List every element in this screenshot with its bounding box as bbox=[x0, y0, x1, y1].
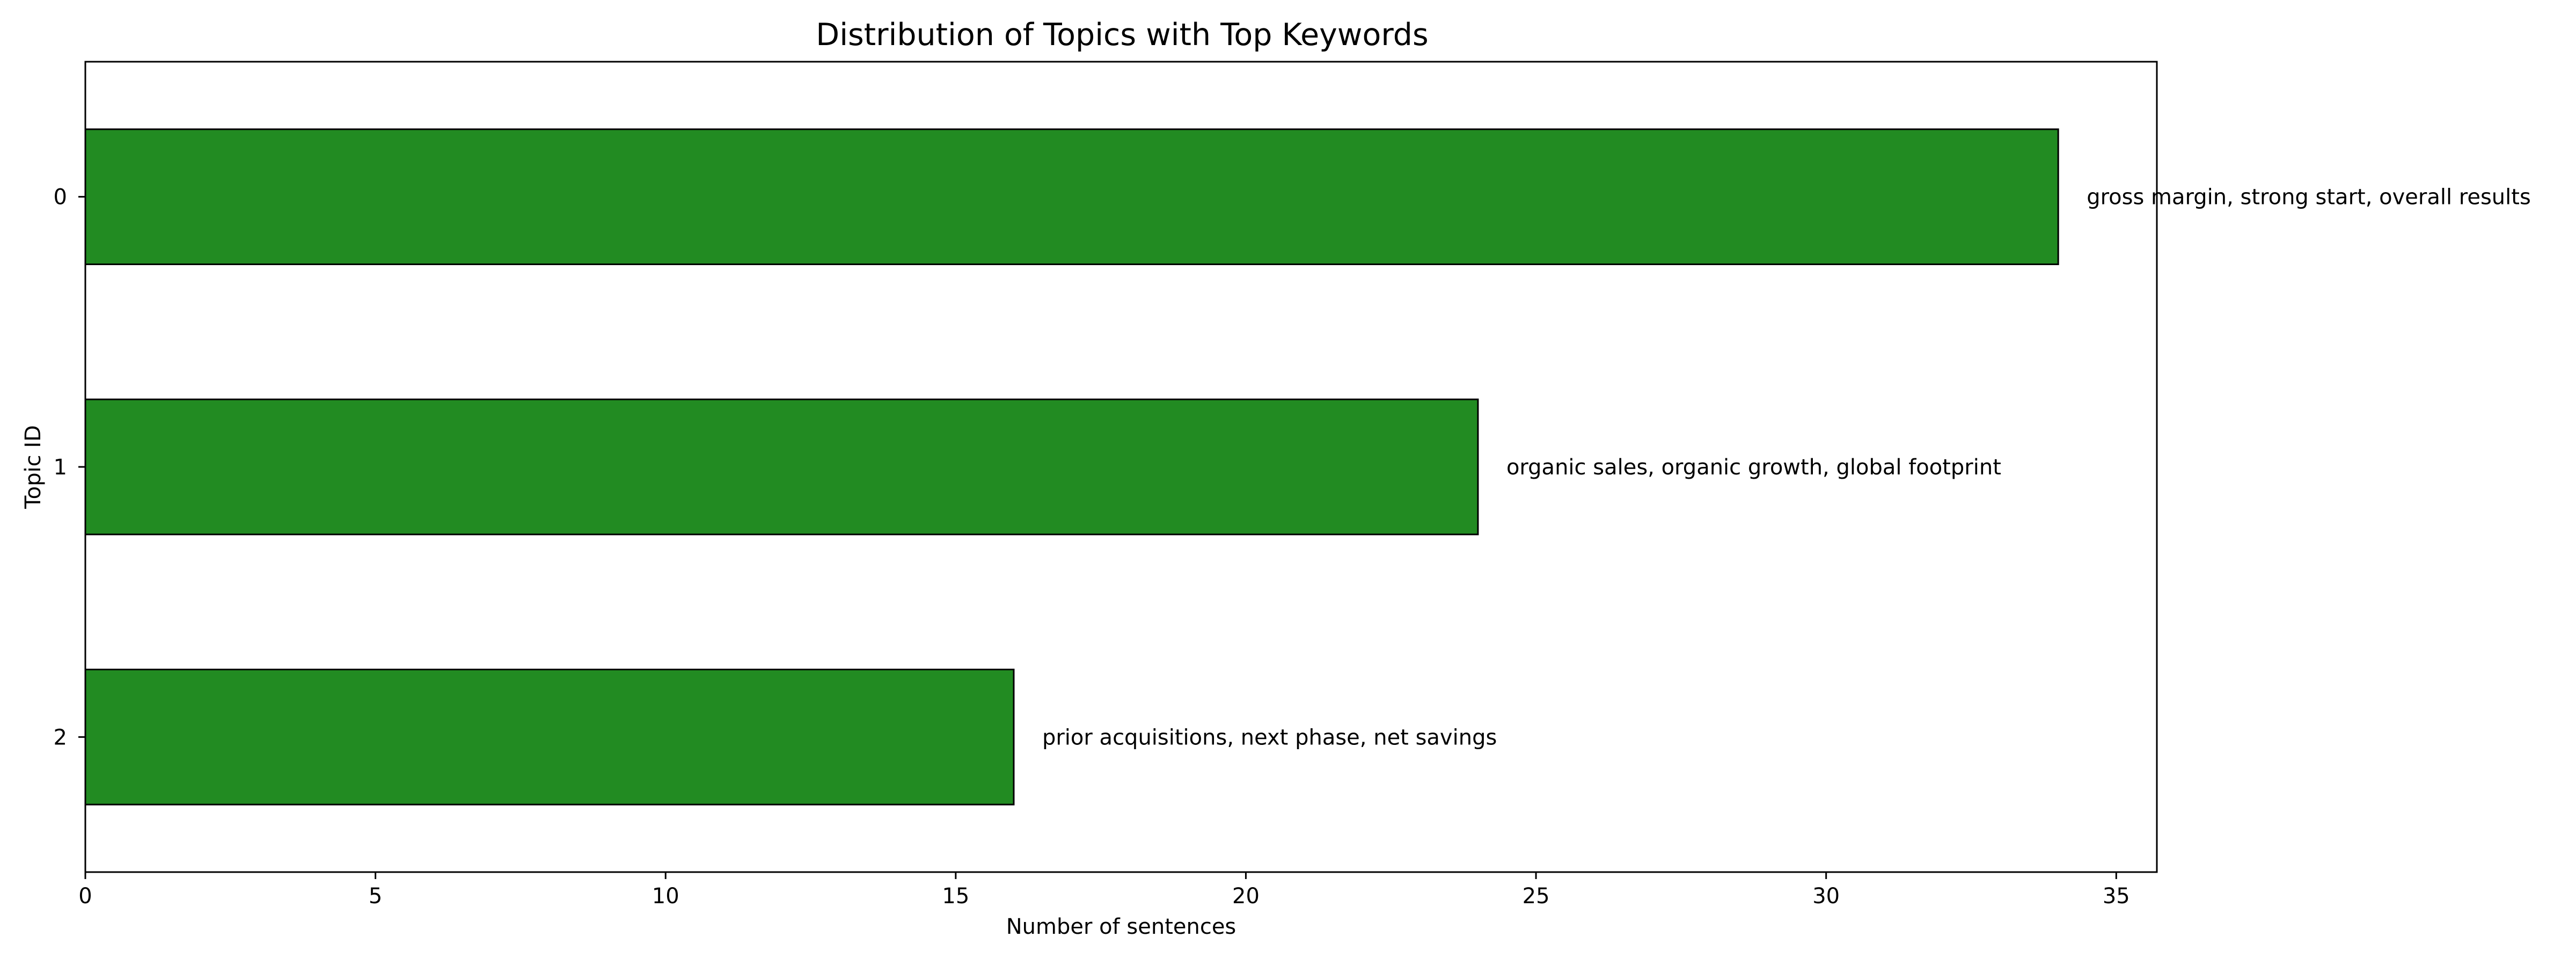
bar-annotation-topic-1: organic sales, organic growth, global fo… bbox=[1506, 455, 2001, 480]
bar-topic-2 bbox=[84, 669, 1015, 806]
x-tick-label: 10 bbox=[652, 884, 679, 909]
x-tick-label: 5 bbox=[369, 884, 382, 909]
y-tick-label: 2 bbox=[54, 725, 67, 750]
x-tick-label: 0 bbox=[78, 884, 92, 909]
bar-topic-1 bbox=[84, 398, 1479, 536]
x-axis-label: Number of sentences bbox=[1006, 914, 1236, 939]
x-tick-label: 20 bbox=[1232, 884, 1260, 909]
y-axis: 0 1 2 bbox=[54, 185, 85, 750]
x-tick-label: 35 bbox=[2103, 884, 2130, 909]
x-tick-label: 15 bbox=[942, 884, 969, 909]
bar-topic-0 bbox=[84, 128, 2059, 265]
y-tick-label: 1 bbox=[54, 455, 67, 480]
bars-layer: gross margin, strong start, overall resu… bbox=[84, 128, 2531, 806]
bar-annotation-topic-2: prior acquisitions, next phase, net savi… bbox=[1042, 725, 1497, 750]
y-axis-label: Topic ID bbox=[21, 425, 46, 509]
x-axis: 0 5 10 15 20 25 30 35 bbox=[78, 872, 2130, 909]
chart-title: Distribution of Topics with Top Keywords bbox=[816, 17, 1428, 53]
x-tick-label: 30 bbox=[1812, 884, 1840, 909]
x-tick-label: 25 bbox=[1523, 884, 1550, 909]
bar-annotation-topic-0: gross margin, strong start, overall resu… bbox=[2087, 185, 2531, 210]
y-tick-label: 0 bbox=[54, 185, 67, 210]
